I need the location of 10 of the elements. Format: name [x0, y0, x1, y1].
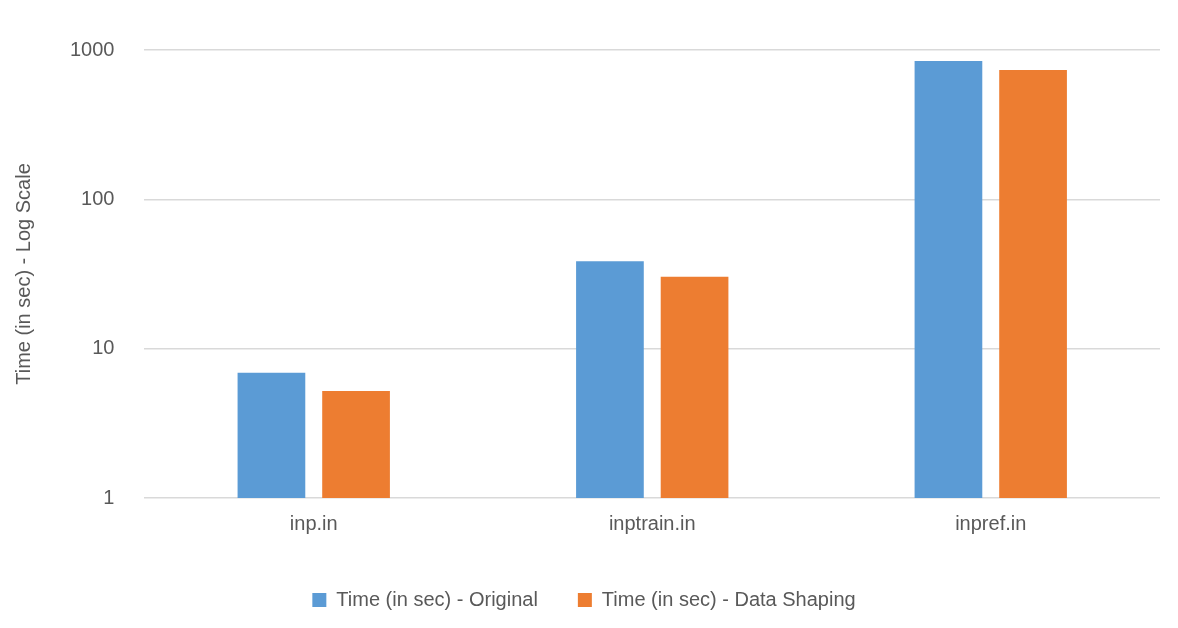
x-tick-label: inpref.in — [955, 511, 1027, 534]
x-tick-label: inptrain.in — [608, 511, 696, 534]
y-tick-label: 1000 — [69, 37, 115, 60]
x-tick-label: inp.in — [289, 511, 338, 534]
legend-label: Time (in sec) - Original — [336, 587, 538, 610]
legend-label: Time (in sec) - Data Shaping — [601, 587, 856, 610]
y-axis-title: Time (in sec) - Log Scale — [11, 163, 34, 385]
y-tick-label: 10 — [92, 336, 115, 359]
y-tick-label: 100 — [81, 186, 115, 209]
y-tick-label: 1 — [103, 485, 115, 508]
